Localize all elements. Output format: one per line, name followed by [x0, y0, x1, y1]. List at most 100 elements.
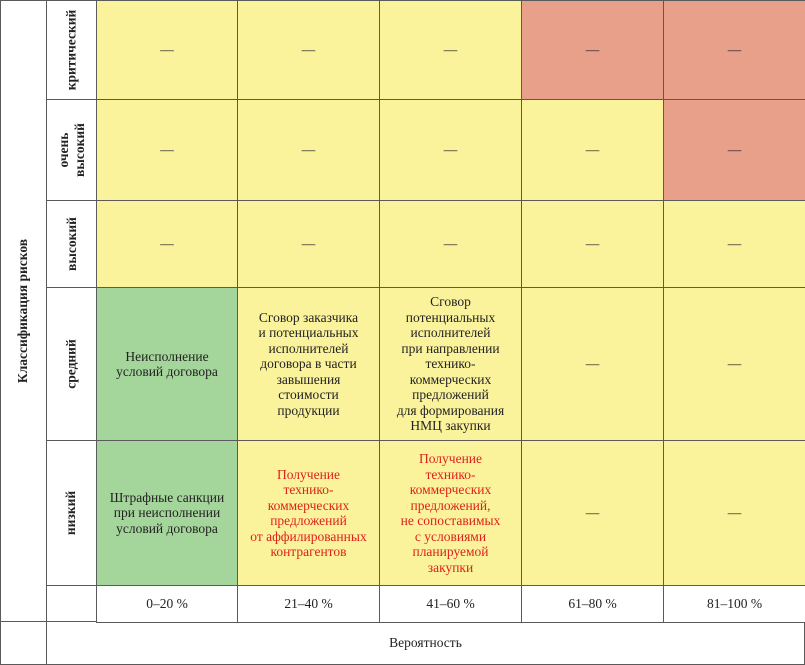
probability-range-label: 41–60 % [379, 585, 522, 623]
cell-text-line: исполнителей [410, 325, 491, 341]
cell-text-line: договора в части [260, 356, 357, 372]
cell-text-line: — [727, 356, 742, 372]
matrix-cell: — [663, 99, 805, 201]
matrix-cell: — [521, 99, 664, 201]
risk-level-line: высокий [71, 123, 87, 177]
cell-text: — [586, 505, 600, 521]
cell-text-line: предложений [412, 387, 489, 403]
risk-level-line: средний [63, 339, 79, 389]
cell-text-line: планируемой [412, 544, 489, 559]
risk-level-label: очень высокий [46, 99, 97, 201]
cell-text-line: — [443, 142, 458, 158]
cell-text-line: — [160, 142, 174, 158]
cell-text-line: при направлении [401, 340, 500, 356]
risk-level-label: средний [46, 287, 97, 441]
risk-level-label: высокий [46, 200, 97, 288]
matrix-cell: — [521, 0, 664, 100]
risk-level-text: критический [64, 10, 80, 91]
cell-text: — [444, 142, 458, 158]
cell-text: — [728, 142, 742, 158]
cell-text-line: исполнителей [268, 340, 349, 356]
cell-text: — [160, 142, 174, 158]
risk-level-label: критический [46, 0, 97, 100]
cell-text-line: Сговор [430, 294, 471, 310]
cell-text-line: Получение [418, 451, 483, 466]
cell-text: — [728, 356, 742, 372]
cell-text-line: — [301, 142, 316, 158]
probability-range-label: 81–100 % [663, 585, 805, 623]
cell-text-line: технико- [425, 356, 476, 372]
cell-text-line: — [301, 42, 316, 58]
cell-text-line: не сопоставимых [400, 513, 501, 528]
cell-text: Сговор заказчика и потенциальных исполните… [258, 310, 358, 419]
matrix-cell: — [237, 99, 380, 201]
cell-text-line: — [585, 505, 600, 521]
cell-text: Получение технико-коммерческих предложений… [250, 467, 366, 560]
cell-text: — [586, 236, 600, 252]
cell-text-line: коммерческих [409, 482, 492, 497]
cell-text-line: — [585, 356, 600, 372]
matrix-cell: — [96, 200, 238, 288]
cell-text: — [728, 42, 742, 58]
cell-text-line: предложений, [410, 497, 491, 513]
cell-text-line: — [301, 236, 316, 252]
footer-left-blank [0, 621, 47, 665]
cell-text: — [728, 236, 742, 252]
cell-text-line: — [727, 505, 742, 521]
matrix-cell: — [663, 0, 805, 100]
cell-text-line: от аффилированных [250, 528, 367, 544]
cell-text-line: и потенциальных [258, 325, 359, 341]
matrix-cell: Неисполнение условий договора [96, 287, 238, 441]
matrix-cell: — [379, 99, 522, 201]
probability-range-label: 61–80 % [521, 585, 664, 623]
cell-text-line: с условиями [414, 528, 487, 544]
matrix-cell: — [237, 0, 380, 100]
matrix-cell: — [521, 440, 664, 586]
cell-text-line: — [443, 42, 458, 58]
matrix-cell: — [379, 200, 522, 288]
matrix-cell: — [379, 0, 522, 100]
cell-text-line: Сговор заказчика [258, 309, 359, 325]
risk-level-label: низкий [46, 440, 97, 586]
cell-text: Сговор потенциальных исполнителей при напра… [397, 294, 504, 434]
cell-text: — [728, 505, 742, 521]
matrix-cell: — [663, 200, 805, 288]
cell-text: — [160, 236, 174, 252]
matrix-cell: — [237, 200, 380, 288]
cell-text-line: закупки [427, 559, 474, 575]
cell-text-line: — [727, 236, 742, 252]
cell-text: — [444, 236, 458, 252]
cell-text: — [160, 42, 174, 58]
matrix-cell: Получение технико-коммерческих предложений… [237, 440, 380, 586]
cell-text: — [302, 142, 316, 158]
cell-text-line: НМЦ закупки [410, 418, 491, 434]
cell-text-line: технико- [283, 482, 334, 497]
cell-text-line: условий договора [116, 520, 218, 536]
cell-text-line: — [727, 42, 742, 58]
cell-text-line: — [585, 42, 600, 58]
risk-level-line: очень [55, 132, 71, 168]
cell-text-line: — [443, 236, 458, 252]
risk-level-line: критический [63, 9, 79, 91]
cell-text-line: завышения [276, 371, 341, 387]
matrix-cell: — [521, 287, 664, 441]
cell-text-line: технико- [425, 466, 476, 482]
cell-text-line: — [727, 142, 742, 158]
cell-text-line: Неисполнение [125, 348, 209, 364]
cell-text-line: — [160, 236, 174, 252]
cell-text: Штрафные санкции при неисполнении условий … [110, 490, 224, 537]
probability-axis-title: Вероятность [46, 621, 805, 665]
cell-text-line: — [160, 42, 174, 58]
cell-text: — [586, 42, 600, 58]
probability-range-label: 21–40 % [237, 585, 380, 623]
risk-level-line: высокий [63, 217, 79, 271]
matrix-cell: — [663, 287, 805, 441]
risk-level-text: низкий [63, 491, 79, 535]
cell-text: — [586, 142, 600, 158]
matrix-cell: — [521, 200, 664, 288]
risk-level-text: высокий [64, 217, 80, 271]
cell-text: Неисполнение условий договора [116, 349, 218, 380]
cell-text-line: стоимости [278, 387, 339, 403]
matrix-cell: Сговор потенциальных исполнителей при напра… [379, 287, 522, 441]
